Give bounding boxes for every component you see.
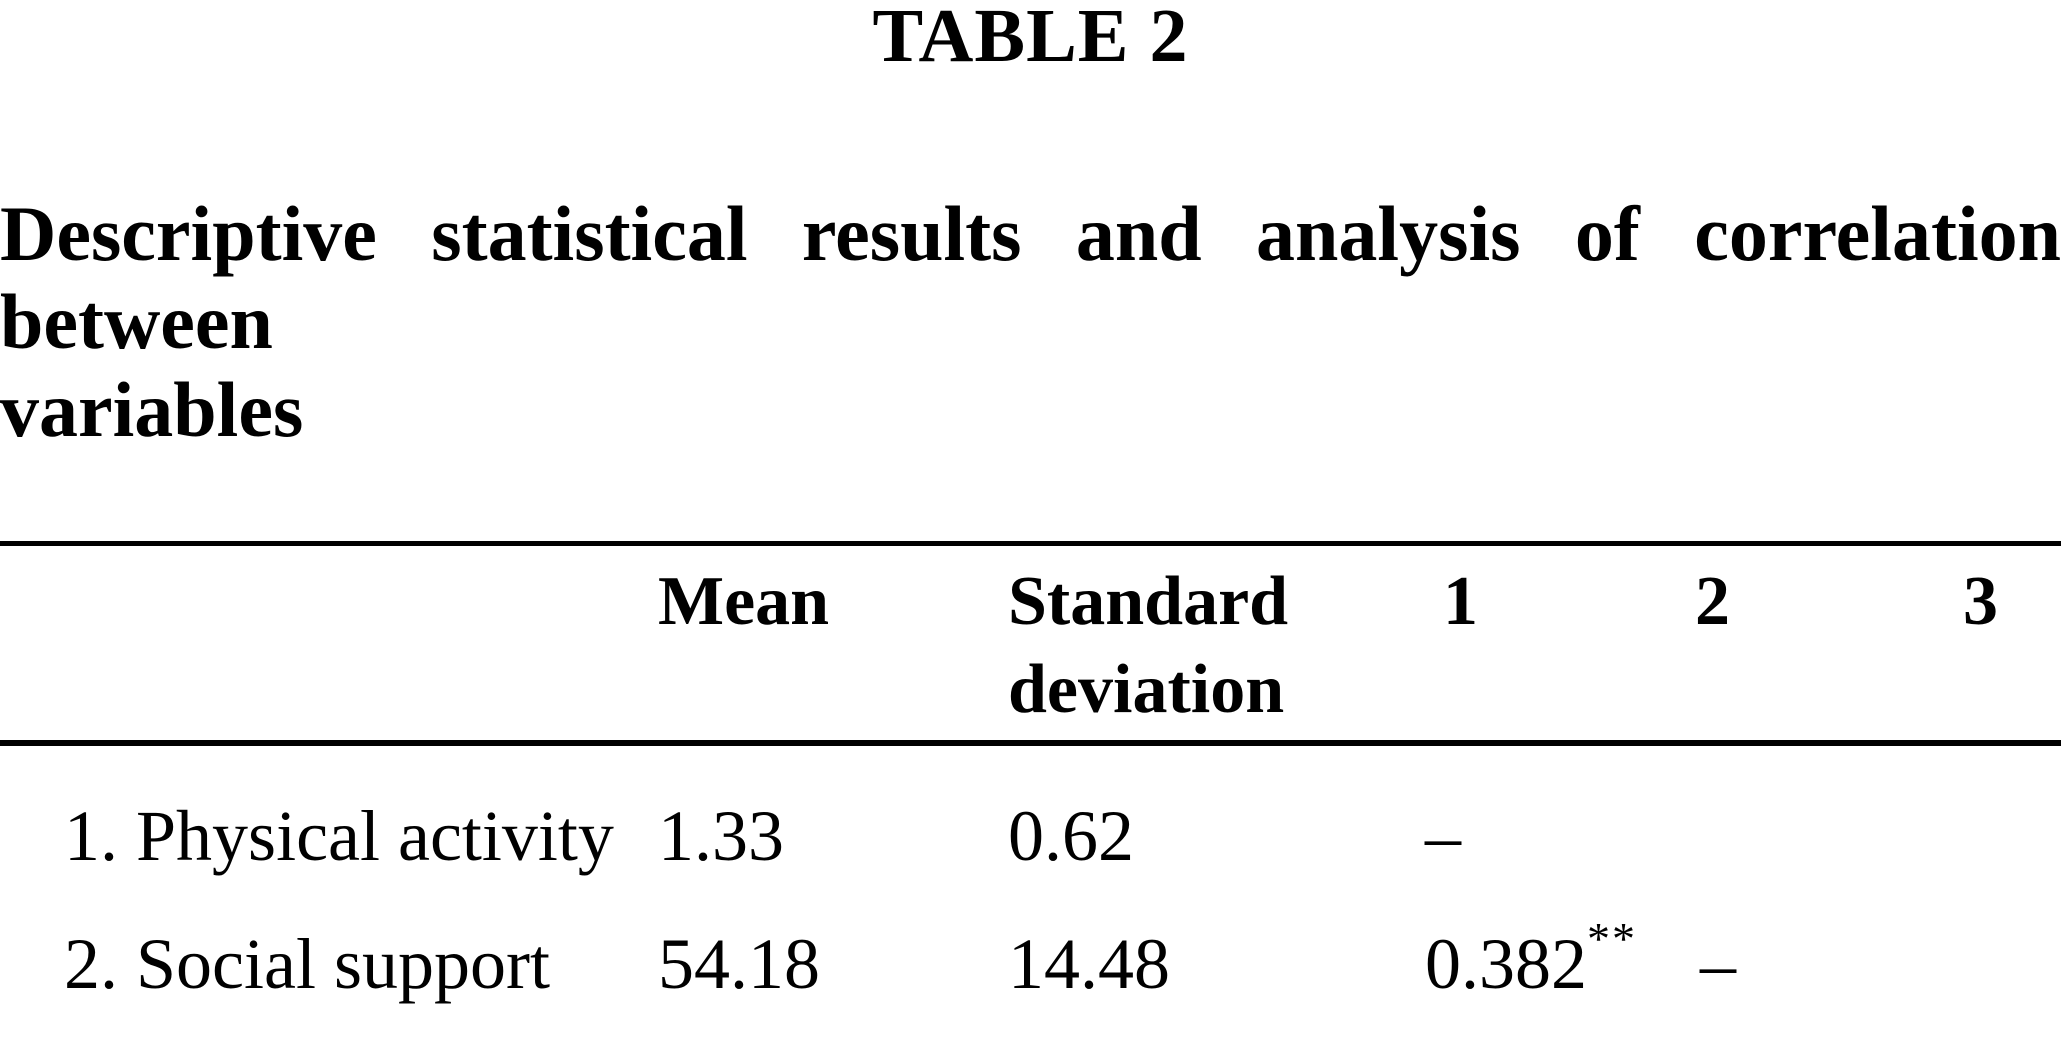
mean-value: 54.18 xyxy=(658,924,820,1004)
corr-value: 0.382 xyxy=(1425,924,1587,1004)
corr-value: – xyxy=(1700,924,1736,1004)
table-caption: Descriptive statistical results and anal… xyxy=(0,190,2061,454)
header-standard-deviation: Standard deviation xyxy=(1005,543,1425,746)
table-row: 2. Social support 54.18 14.48 0.382** – xyxy=(0,874,2061,1002)
corr-2-value: 0.494** xyxy=(1695,1002,1950,1040)
table-caption-line2: variables xyxy=(0,366,304,453)
header-variable xyxy=(0,543,650,746)
header-1: 1 xyxy=(1425,543,1695,746)
correlation-table: Mean Standard deviation 1 2 3 1. Physica… xyxy=(0,541,2061,1040)
sd-value: 5.77 xyxy=(1005,1002,1425,1040)
header-2: 2 xyxy=(1695,543,1950,746)
sd-value: 14.48 xyxy=(1008,924,1170,1004)
significance-stars: ** xyxy=(1587,913,1637,964)
row-label: 1. Physical activity xyxy=(64,796,614,876)
corr-2-value xyxy=(1695,743,1950,874)
corr-value: – xyxy=(1425,796,1461,876)
corr-1-value: 0.382** xyxy=(1425,874,1695,1002)
corr-1-value: 0.316** xyxy=(1425,1002,1695,1040)
table-caption-line1: Descriptive statistical results and anal… xyxy=(0,190,2061,365)
corr-3-value xyxy=(1950,743,2061,874)
header-row: Mean Standard deviation 1 2 3 xyxy=(0,543,2061,746)
row-label: 2. Social support xyxy=(64,924,550,1004)
table-label: TABLE 2 xyxy=(872,0,1189,78)
corr-3-value: – xyxy=(1950,1002,2061,1040)
header-mean: Mean xyxy=(650,543,1005,746)
table-row: 1. Physical activity 1.33 0.62 – xyxy=(0,743,2061,874)
table-row: 3. Hope 23.80 5.77 0.316** 0.494** – xyxy=(0,1002,2061,1040)
corr-2-value: – xyxy=(1695,874,1950,1002)
corr-1-value: – xyxy=(1425,743,1695,874)
header-3: 3 xyxy=(1950,543,2061,746)
mean-value: 23.80 xyxy=(650,1002,1005,1040)
table-body: 1. Physical activity 1.33 0.62 – 2. Soci… xyxy=(0,743,2061,1040)
sd-value: 0.62 xyxy=(1008,796,1134,876)
corr-3-value xyxy=(1950,874,2061,1002)
table-header: Mean Standard deviation 1 2 3 xyxy=(0,543,2061,746)
mean-value: 1.33 xyxy=(658,796,784,876)
row-label: 3. Hope xyxy=(0,1002,650,1040)
